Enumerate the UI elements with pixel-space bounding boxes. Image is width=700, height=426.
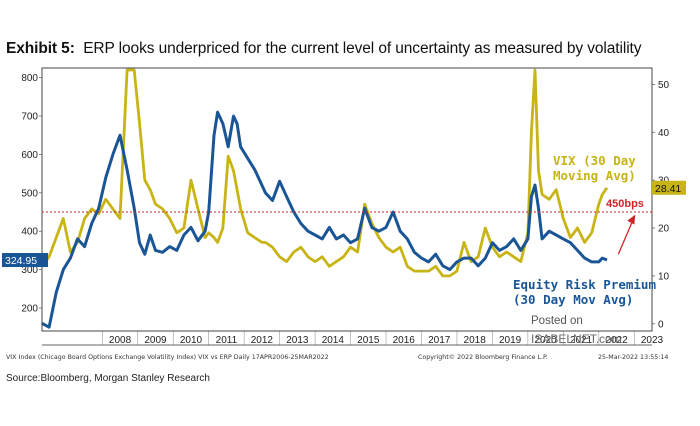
x-tick-label: 2020 (534, 335, 557, 346)
y-left-tick-label: 400 (21, 227, 38, 238)
x-tick-label: 2017 (428, 335, 451, 346)
y-left-tick-label: 600 (21, 150, 38, 161)
x-tick-label: 2012 (251, 335, 274, 346)
plot-border (41, 67, 653, 332)
y-right-tick-label: 50 (658, 80, 670, 91)
legend-erp-line1: Equity Risk Premium (513, 277, 656, 292)
y-left-tick-label: 200 (21, 303, 38, 314)
y-left-tick-label: 500 (21, 188, 38, 199)
legend-vix-line1: VIX (30 Day (553, 153, 636, 168)
y-left-tick-label: 700 (21, 112, 38, 123)
x-tick-label: 2008 (109, 335, 132, 346)
source-note: Source:Bloomberg, Morgan Stanley Researc… (6, 373, 210, 384)
y-right-tick-label: 20 (658, 224, 670, 235)
gridlines (101, 331, 635, 345)
y-right-tick-label: 10 (658, 271, 670, 282)
vix-last-value-tag (652, 180, 686, 195)
erp-last-value-tag (2, 253, 48, 268)
y-left-tick-label: 800 (21, 73, 38, 84)
x-tick-label: 2013 (286, 335, 309, 346)
y-axis-left: 200 300 400 500 600 700 800 (21, 73, 42, 314)
x-tick-label: 2011 (216, 335, 238, 346)
x-tick-label: 2021 (570, 335, 593, 346)
plot-frame (41, 67, 653, 346)
y-right-tick-label: 40 (658, 128, 670, 139)
y-right-tick-label: 0 (658, 319, 664, 330)
exhibit-label: Exhibit 5: (6, 40, 75, 57)
annotation-arrowhead (627, 214, 636, 225)
x-tick-label: 2018 (464, 335, 487, 346)
x-tick-label: 2010 (180, 335, 203, 346)
x-axis: 2008 2009 2010 2011 2012 2013 2014 2015 2016 2017… (109, 335, 664, 346)
x-tick-label: 2022 (605, 335, 628, 346)
annotation-450bps: 450bps (606, 198, 644, 210)
y-axis-right: 01020304050 (652, 80, 670, 330)
x-tick-label: 2009 (144, 335, 167, 346)
erp-line (41, 110, 608, 329)
watermark-line2: ISABELNET.com (531, 332, 622, 346)
erp-series-layer (41, 110, 608, 329)
footer-left: VIX Index (Chicago Board Options Exchang… (6, 354, 329, 361)
annotation-arrow (617, 221, 633, 255)
erp-last-value: 324.95 (5, 255, 37, 267)
footer-timestamp: 25-Mar-2022 13:55:14 (598, 354, 669, 361)
x-tick-label: 2023 (641, 335, 664, 346)
x-tick-label: 2019 (499, 335, 522, 346)
x-tick-label: 2016 (393, 335, 416, 346)
legend-erp-line2: (30 Day Mov Avg) (513, 292, 633, 307)
chart-title: Exhibit 5: ERP looks underpriced for the… (6, 40, 642, 58)
x-tick-label: 2015 (357, 335, 380, 346)
legend-vix-line2: Moving Avg) (553, 168, 636, 183)
y-left-tick-label: 300 (21, 265, 38, 276)
title-text: ERP looks underpriced for the current le… (83, 40, 642, 57)
x-tick-label: 2014 (322, 335, 345, 346)
footer-copyright: Copyright© 2022 Bloomberg Finance L.P. (418, 354, 548, 361)
vix-last-value: 28.41 (655, 183, 681, 195)
watermark-line1: Posted on (531, 315, 583, 327)
